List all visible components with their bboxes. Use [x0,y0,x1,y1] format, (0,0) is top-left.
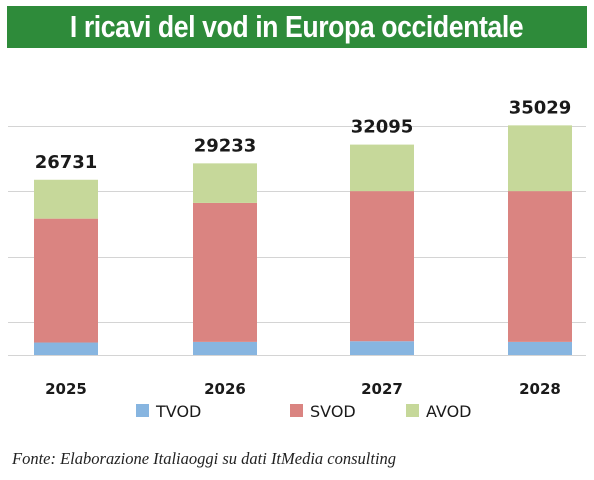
gridlines [8,126,586,356]
legend-label-svod: SVOD [310,402,356,421]
bar-svod-2028 [508,191,572,342]
bar-tvod-2027 [350,341,414,355]
chart-title: I ricavi del vod in Europa occidentale [70,9,524,44]
bar-tvod-2028 [508,341,572,355]
total-label-2027: 32095 [351,117,414,138]
bar-tvod-2026 [193,341,257,355]
bar-svod-2026 [193,202,257,342]
legend-swatch-tvod [136,404,149,417]
source-note: Fonte: Elaborazione Italiaoggi su dati I… [12,449,397,468]
total-label-2025: 26731 [35,152,98,173]
legend-swatch-avod [406,404,419,417]
legend-label-tvod: TVOD [155,402,201,421]
legend-item-avod: AVOD [406,402,472,421]
category-label-2026: 2026 [204,380,246,398]
bar-tvod-2025 [34,342,98,355]
bar-svod-2025 [34,218,98,343]
legend-swatch-svod [290,404,303,417]
total-labels: 26731 29233 32095 35029 [35,97,572,172]
bars [34,125,572,355]
category-label-2027: 2027 [361,380,403,398]
legend-item-svod: SVOD [290,402,356,421]
title-bar: I ricavi del vod in Europa occidentale [7,6,587,48]
bar-svod-2027 [350,191,414,342]
category-label-2028: 2028 [519,380,561,398]
bar-avod-2028 [508,125,572,192]
total-label-2026: 29233 [194,135,257,156]
legend: TVOD SVOD AVOD [136,402,472,421]
category-label-2025: 2025 [45,380,87,398]
category-labels: 2025 2026 2027 2028 [45,380,561,398]
bar-avod-2027 [350,144,414,192]
total-label-2028: 35029 [509,97,572,118]
bar-avod-2026 [193,163,257,203]
legend-label-avod: AVOD [426,402,472,421]
stacked-bar-chart: 26731 29233 32095 35029 2025 2026 2027 2028 TV… [8,97,586,421]
bar-avod-2025 [34,179,98,219]
legend-item-tvod: TVOD [136,402,201,421]
